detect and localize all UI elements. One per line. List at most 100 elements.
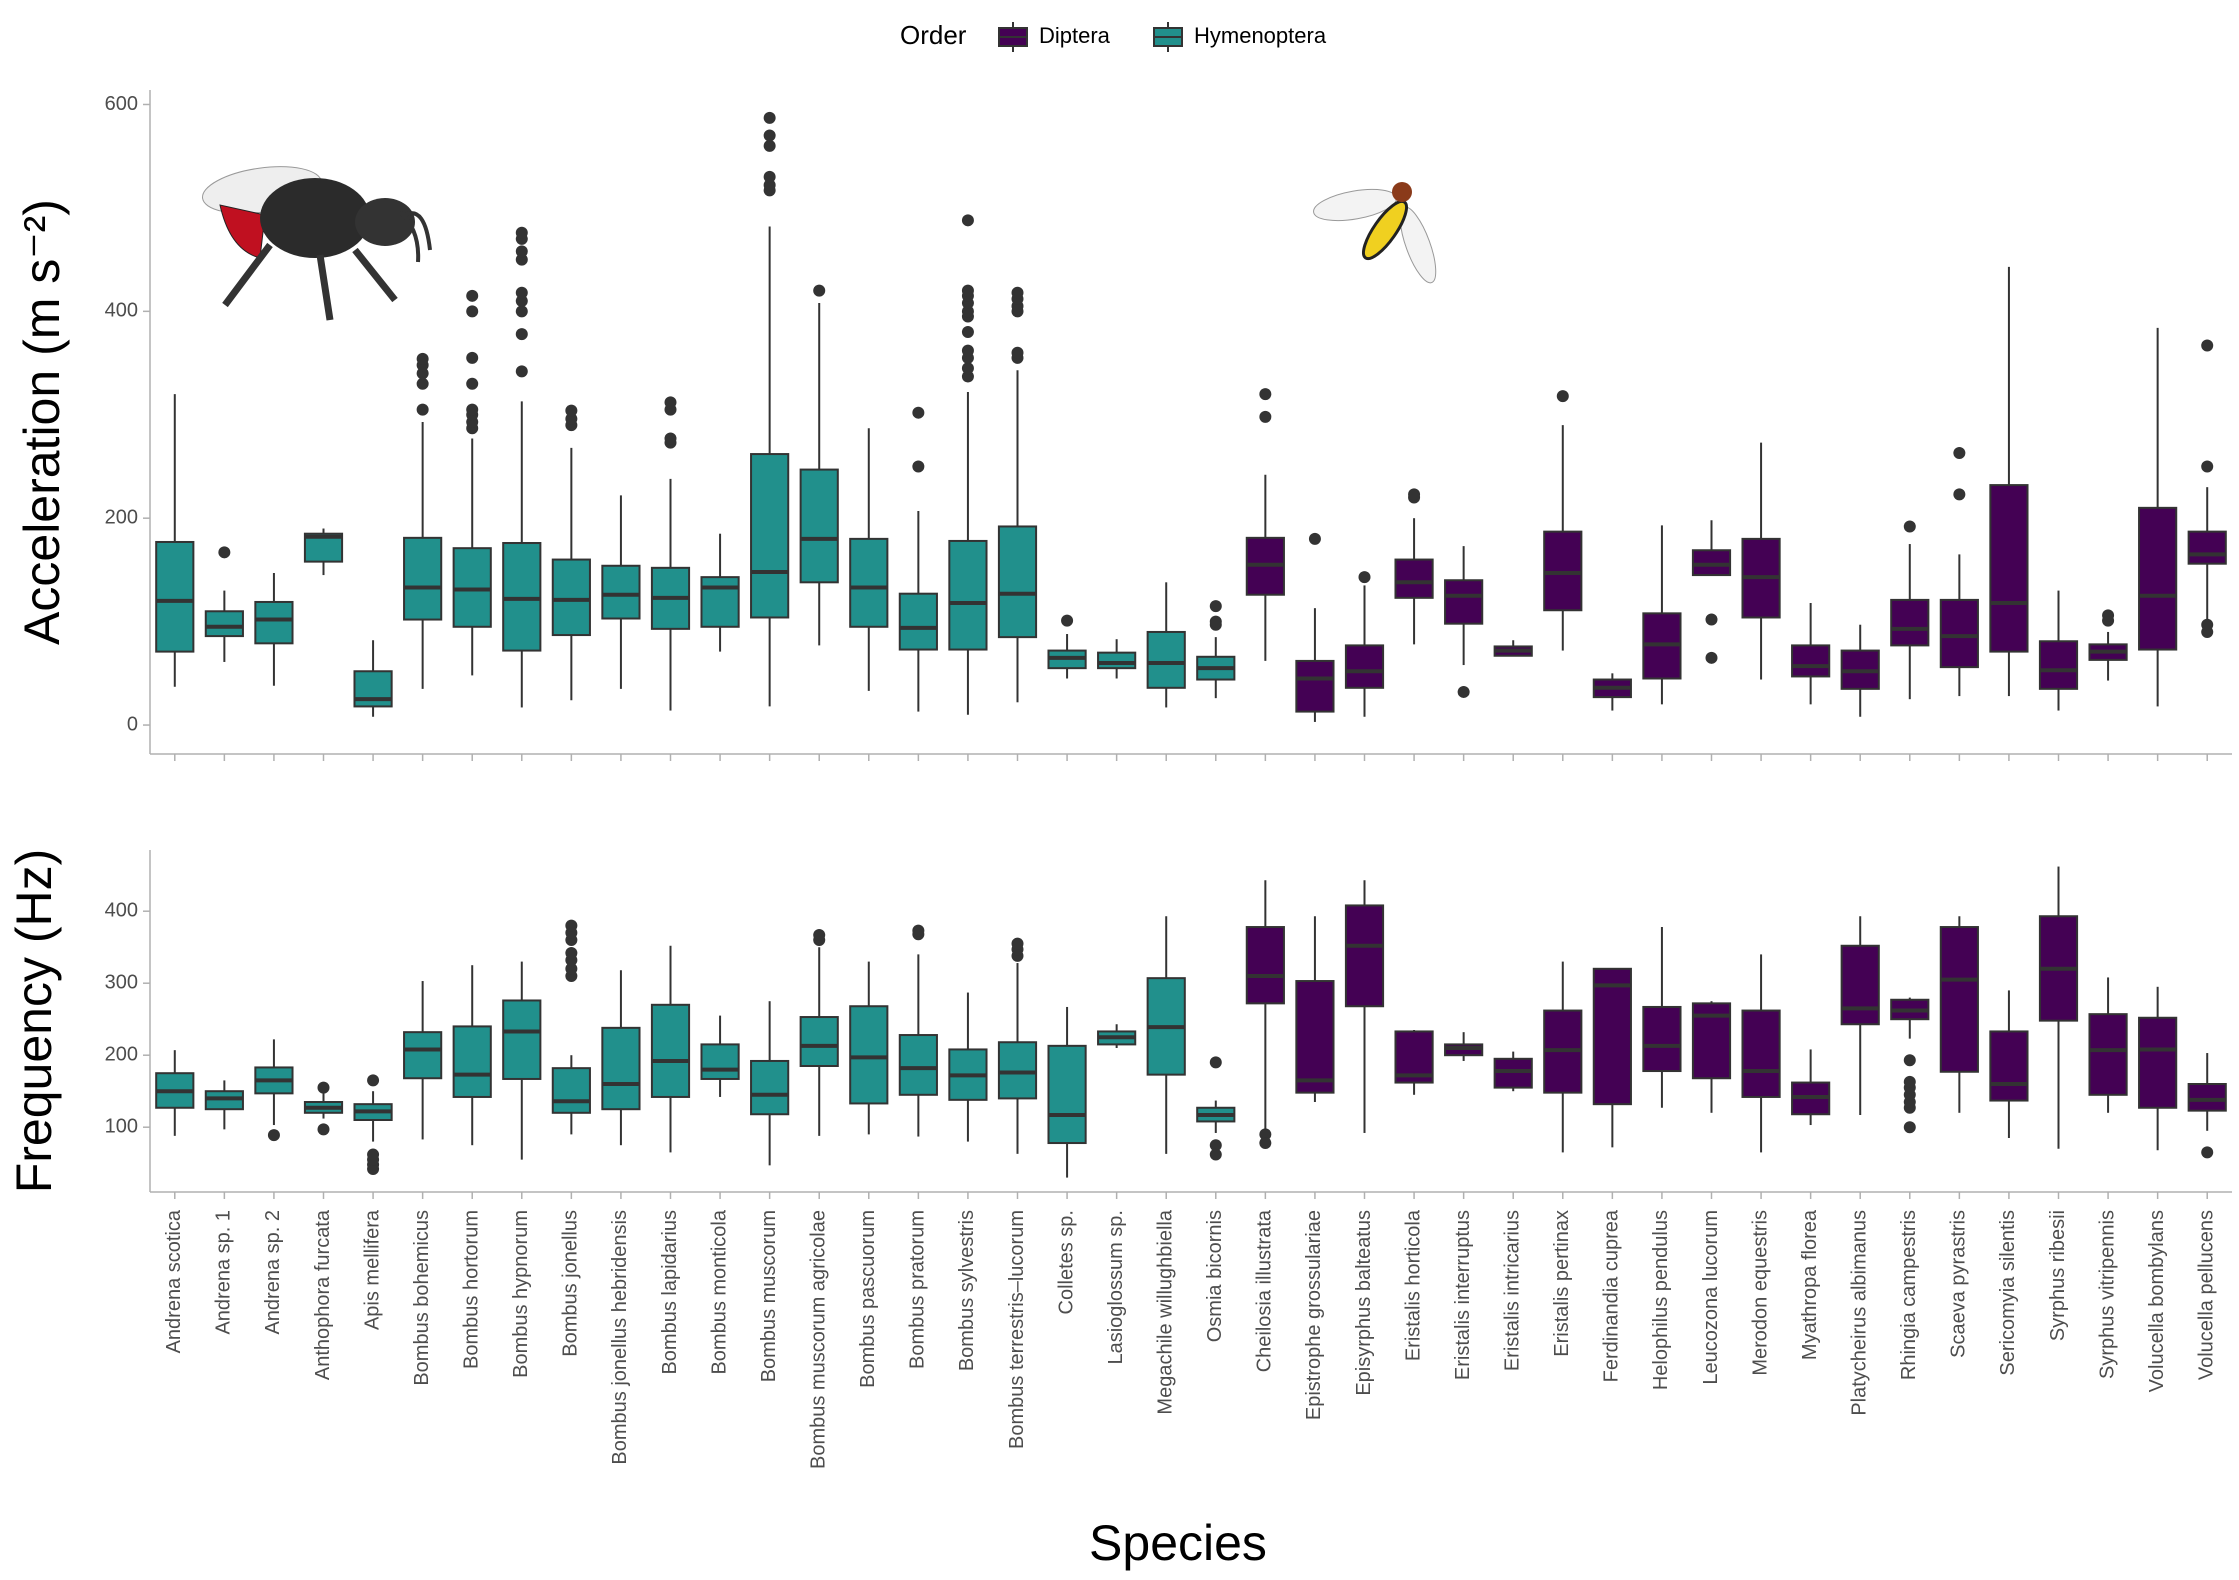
outlier [1557,390,1569,402]
outlier [1210,1149,1222,1161]
legend-title: Order [900,20,967,50]
box [553,560,590,636]
x-tick-label: Andrena sp. 2 [262,1210,284,1335]
box [1941,600,1978,667]
x-tick-label: Platycheirus albimanus [1848,1210,1870,1416]
box [1941,927,1978,1072]
box [503,1000,540,1078]
outlier [2201,460,2213,472]
outlier [1904,1076,1916,1088]
outlier [1259,1137,1271,1149]
outlier [1458,686,1470,698]
outlier [1953,488,1965,500]
box [206,611,243,636]
x-tick-label: Bombus muscorum agricolae [807,1210,829,1469]
outlier [912,407,924,419]
outlier [1061,615,1073,627]
outlier [962,326,974,338]
box [751,1061,788,1114]
page: Order Species DipteraHymenoptera02004006… [0,0,2239,1580]
outlier [367,1149,379,1161]
x-tick-label: Episyrphus balteatus [1353,1210,1375,1396]
x-tick-label: Bombus hypnorum [510,1210,532,1378]
box [404,1032,441,1078]
outlier [367,1074,379,1086]
outlier [1904,1054,1916,1066]
outlier [417,404,429,416]
x-tick-label: Lasioglossum sp. [1105,1210,1127,1365]
box [454,548,491,627]
outlier [1359,571,1371,583]
outlier [962,362,974,374]
x-tick-label: Bombus pascuorum [857,1210,879,1388]
box [1495,1059,1532,1088]
box [2189,1084,2226,1111]
legend-label: Hymenoptera [1194,23,1327,48]
x-tick-label: Syrphus vitripennis [2096,1210,2118,1379]
box [1891,600,1928,646]
outlier [813,929,825,941]
outlier [912,925,924,937]
outlier [912,460,924,472]
box [553,1068,590,1113]
bee-illustration [200,160,430,320]
box [1990,485,2027,652]
box [652,1005,689,1097]
y-tick-label: 0 [127,713,138,735]
box [801,1017,838,1066]
y-tick-label: 400 [105,300,138,322]
box [701,577,738,627]
y-axis-label: Acceleration (m s⁻²) [14,199,70,645]
x-tick-label: Merodon equestris [1749,1210,1771,1376]
box [850,1006,887,1103]
chart: Order Species DipteraHymenoptera02004006… [0,0,2239,1580]
box [1247,927,1284,1003]
outlier [1706,614,1718,626]
x-tick-label: Sericomyia silentis [1997,1210,2019,1376]
outlier [813,285,825,297]
box [1544,532,1581,611]
outlier [1904,520,1916,532]
outlier [516,287,528,299]
box [2139,508,2176,650]
outlier [565,947,577,959]
outlier [764,140,776,152]
outlier [1408,488,1420,500]
outlier [1210,600,1222,612]
box [2040,641,2077,689]
outlier [1012,938,1024,950]
x-tick-label: Bombus monticola [708,1209,730,1374]
x-tick-label: Bombus terrestris–lucorum [1006,1210,1028,1449]
y-axis-label: Frequency (Hz) [6,849,62,1194]
box [751,454,788,617]
box [1842,946,1879,1024]
outlier [962,214,974,226]
x-tick-label: Bombus bohemicus [411,1210,433,1386]
outlier [2102,609,2114,621]
box [701,1044,738,1079]
y-tick-label: 400 [105,899,138,921]
x-tick-label: Eristalis interruptus [1452,1210,1474,1380]
x-tick-label: Bombus sylvestris [956,1210,978,1371]
outlier [516,227,528,239]
outlier [2201,619,2213,631]
x-tick-label: Megachile willughbiella [1154,1209,1176,1414]
x-tick-label: Colletes sp. [1055,1210,1077,1315]
outlier [516,365,528,377]
outlier [1012,287,1024,299]
x-tick-label: Scaeva pyrastris [1948,1210,1970,1358]
box [602,1028,639,1109]
box [1395,560,1432,598]
outlier [764,112,776,124]
outlier [466,352,478,364]
box [503,543,540,651]
x-tick-label: Ferdinandia cuprea [1601,1209,1623,1382]
outlier [1706,652,1718,664]
x-tick-label: Bombus muscorum [758,1210,780,1382]
box [1346,905,1383,1006]
box [1594,969,1631,1104]
x-tick-label: Bombus jonellus hebridensis [609,1210,631,1465]
x-tick-label: Andrena sp. 1 [213,1210,235,1335]
x-tick-label: Bombus pratorum [907,1210,929,1369]
box [454,1026,491,1097]
